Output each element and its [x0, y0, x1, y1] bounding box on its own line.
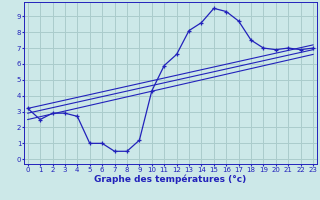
X-axis label: Graphe des températures (°c): Graphe des températures (°c)	[94, 174, 246, 184]
